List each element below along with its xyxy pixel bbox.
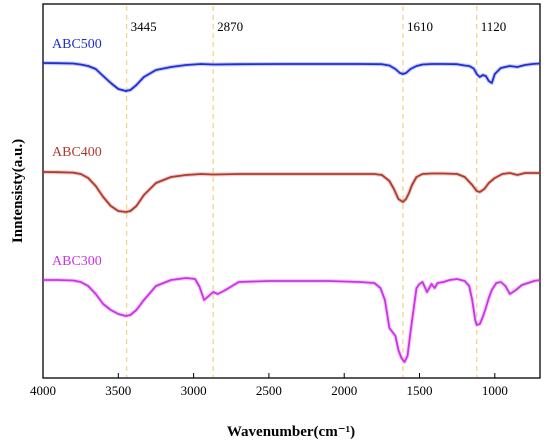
series-group [42,61,541,364]
peak-marker-label: 1120 [481,19,507,34]
series-label: ABC400 [52,145,102,160]
x-tick-label: 4000 [30,383,56,398]
plot-frame [42,3,541,379]
peak-marker-label: 2870 [217,19,243,34]
x-axis-ticks: 4000 3500 3000 2500 2000 1500 1000 [30,373,508,398]
series-line [42,171,540,213]
x-tick-label: 1000 [482,383,508,398]
x-tick-label: 3500 [105,383,131,398]
series-label-group: ABC500 ABC400 ABC300 [52,37,102,269]
x-tick-label: 2500 [256,383,282,398]
x-tick-label: 2000 [331,383,357,398]
series-label: ABC300 [52,254,102,269]
x-tick-label: 3000 [181,383,207,398]
x-axis-title: Wavenumber(cm⁻¹) [227,424,355,440]
series-line [42,62,541,92]
series-line [43,277,541,363]
peak-marker-label: 3445 [131,19,157,34]
series-label: ABC500 [52,37,102,52]
y-axis-title: Inntensisty(a.u.) [10,139,26,243]
peak-marker-label: 1610 [407,19,433,34]
x-tick-label: 1500 [407,383,433,398]
